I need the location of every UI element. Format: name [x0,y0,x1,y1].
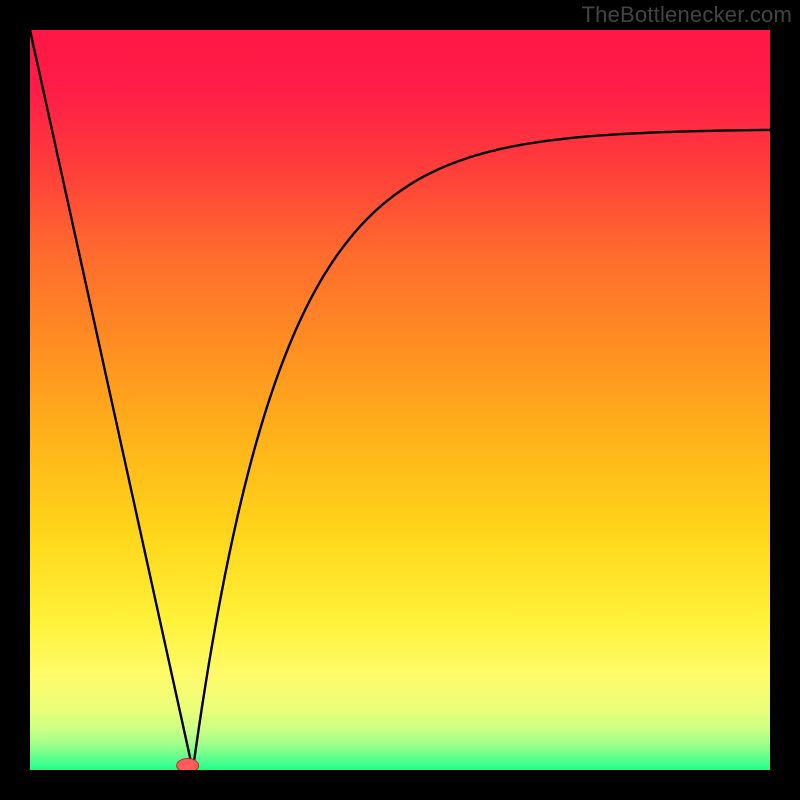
optimal-point-marker [177,759,199,770]
plot-area [30,30,770,770]
curve-layer [30,30,770,770]
figure-root: TheBottlenecker.com [0,0,800,800]
watermark-text: TheBottlenecker.com [582,2,792,28]
bottleneck-curve [30,30,770,770]
